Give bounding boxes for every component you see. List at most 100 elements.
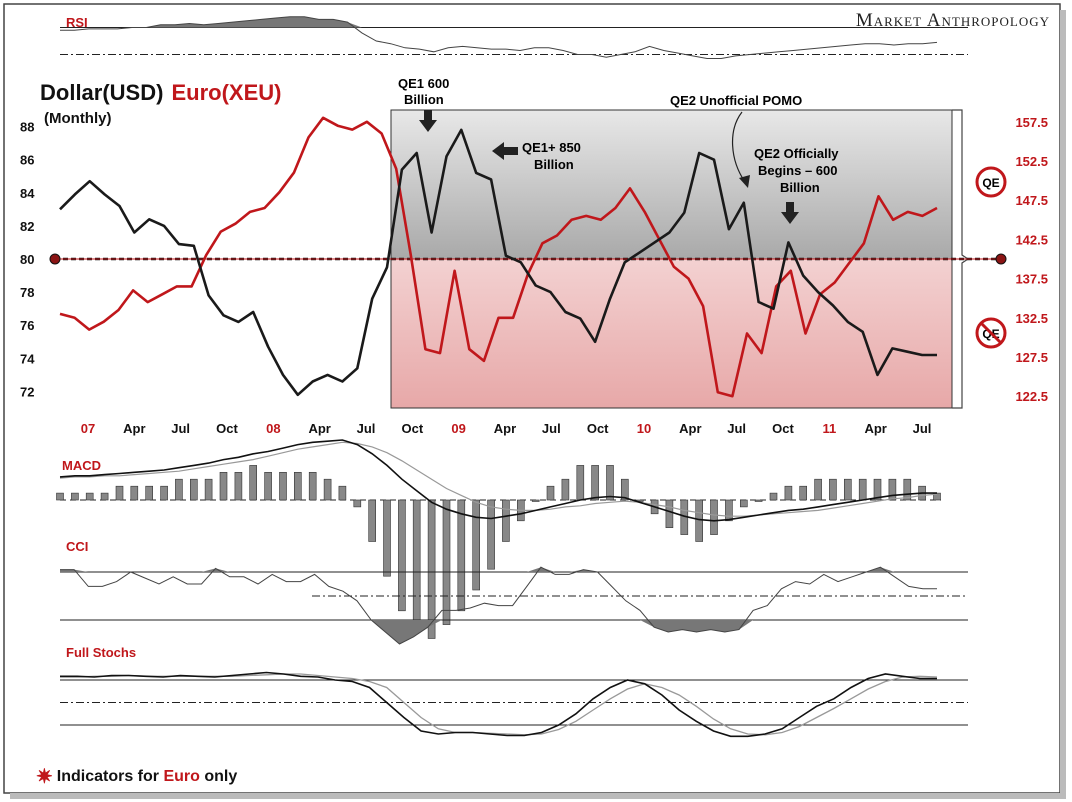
x-tick-label: Jul xyxy=(913,421,932,436)
macd-histogram-bar xyxy=(814,478,822,501)
rsi-fill xyxy=(60,16,937,28)
x-tick-label: Apr xyxy=(679,421,701,436)
macd-histogram-bar xyxy=(412,499,421,625)
pomo-pointer-line xyxy=(731,111,746,183)
cci-fill-lower xyxy=(60,620,937,644)
macd-histogram-bar xyxy=(829,478,837,501)
stoch-k-line xyxy=(60,671,937,738)
macd-histogram-bar xyxy=(725,499,733,522)
macd-histogram-bar xyxy=(249,465,257,501)
macd-histogram-bar xyxy=(606,465,614,501)
y-right-tick-label: 142.5 xyxy=(1015,232,1048,247)
star-icon: ✷ xyxy=(36,766,53,788)
y-right-tick-label: 157.5 xyxy=(1015,115,1048,130)
macd-histogram-bar xyxy=(219,471,228,501)
x-tick-label: Jul xyxy=(357,421,376,436)
footer-prefix: Indicators for xyxy=(56,768,164,785)
macd-histogram-bar xyxy=(130,485,139,501)
macd-histogram-bar xyxy=(487,499,495,570)
arrow-down-icon xyxy=(419,110,437,132)
qe-region xyxy=(390,109,953,260)
main-subtitle: (Monthly) xyxy=(44,110,111,127)
macd-histogram-bar xyxy=(561,478,570,501)
macd-histogram-bar xyxy=(457,499,466,612)
main-price-panel: 72 74 76 78 80 82 84 86 88 122.5 127.5 132.5 137.5 14… xyxy=(20,109,1048,436)
macd-histogram-bar xyxy=(145,485,153,501)
rsi-label: RSI xyxy=(66,15,88,30)
macd-histogram-bar xyxy=(888,478,897,501)
x-tick-label: Jul xyxy=(727,421,746,436)
brand-title: Market Anthropology xyxy=(855,10,1050,31)
macd-histogram-bar xyxy=(442,499,451,625)
qe-badge-circle xyxy=(975,166,1007,198)
annotation-qe2-official-line3: Billion xyxy=(780,180,820,195)
macd-histogram-bar xyxy=(739,499,748,508)
macd-histogram-bar xyxy=(576,465,585,501)
macd-histogram-bar xyxy=(546,485,555,501)
x-tick-label: Apr xyxy=(864,421,886,436)
footer-suffix: only xyxy=(199,768,238,785)
arrow-down-icon xyxy=(781,202,799,224)
macd-histogram-bar xyxy=(427,499,436,639)
macd-histogram-bar xyxy=(100,492,109,501)
arrow-left-icon xyxy=(492,142,518,160)
macd-histogram-bar xyxy=(383,499,391,577)
macd-histogram-bar xyxy=(784,485,793,501)
annotation-qe2-pomo: QE2 Unofficial POMO xyxy=(670,93,802,188)
x-tick-label: Jul xyxy=(171,421,190,436)
annotation-qe1-850-line2: Billion xyxy=(534,157,574,172)
rsi-panel xyxy=(60,16,968,59)
macd-histogram-bar xyxy=(234,471,243,501)
x-tick-label: 11 xyxy=(822,421,836,436)
y-left-tick-label: 82 xyxy=(20,219,34,234)
qe-badge: QE xyxy=(975,166,1007,198)
annotation-qe2-official: QE2 Officially Begins – 600 Billion xyxy=(754,146,839,224)
y-left-tick-label: 84 xyxy=(20,186,35,201)
macd-histogram-bar xyxy=(204,478,213,501)
macd-histogram-bar xyxy=(264,471,272,501)
macd-histogram-bar xyxy=(323,478,332,501)
y-right-tick-label: 127.5 xyxy=(1015,350,1048,365)
rsi-line xyxy=(60,16,938,59)
macd-histogram-bar xyxy=(115,485,124,501)
y-right-tick-label: 152.5 xyxy=(1015,154,1048,169)
macd-histogram-bar xyxy=(175,478,183,501)
macd-histogram-bar xyxy=(160,485,168,501)
x-tick-label: Jul xyxy=(542,421,561,436)
macd-histogram-bar xyxy=(858,478,867,501)
macd-histogram-bar xyxy=(754,499,763,502)
x-tick-label: 07 xyxy=(81,421,95,436)
y-right-tick-label: 132.5 xyxy=(1015,311,1048,326)
cci-label: CCI xyxy=(66,539,88,554)
cci-line xyxy=(60,566,937,645)
x-tick-label: 10 xyxy=(637,421,651,436)
macd-histogram-bar xyxy=(531,499,540,502)
macd-histogram-bar xyxy=(903,478,912,501)
macd-signal-line xyxy=(59,441,938,517)
y-right-tick-label: 122.5 xyxy=(1015,389,1048,404)
macd-label: MACD xyxy=(62,458,101,473)
macd-histogram-bar xyxy=(293,471,302,501)
macd-histogram-bar xyxy=(190,478,198,501)
y-left-tick-label: 72 xyxy=(20,384,34,399)
x-tick-label: Oct xyxy=(587,421,609,436)
annotation-qe1-850: QE1+ 850 Billion xyxy=(492,140,581,172)
macd-histogram-bar xyxy=(279,471,287,501)
macd-histogram-bar xyxy=(591,465,599,501)
macd-histogram-bar xyxy=(620,478,629,501)
macd-histogram-bar xyxy=(665,499,674,529)
annotation-qe2-official-line1: QE2 Officially xyxy=(754,146,839,161)
macd-histogram-bar xyxy=(873,478,882,501)
x-tick-label: Oct xyxy=(772,421,794,436)
y-left-tick-label: 80 xyxy=(20,252,34,267)
macd-histogram-bar xyxy=(843,478,852,501)
stoch-panel xyxy=(60,671,968,738)
usd-series-line xyxy=(59,128,937,397)
x-tick-label: 09 xyxy=(451,421,465,436)
no-qe-region xyxy=(390,258,953,409)
y-left-tick-label: 76 xyxy=(20,318,34,333)
macd-histogram-bar xyxy=(368,499,377,542)
macd-histogram-bar xyxy=(472,499,481,591)
macd-histogram-bar xyxy=(398,499,406,612)
macd-histogram-bar xyxy=(799,485,808,501)
